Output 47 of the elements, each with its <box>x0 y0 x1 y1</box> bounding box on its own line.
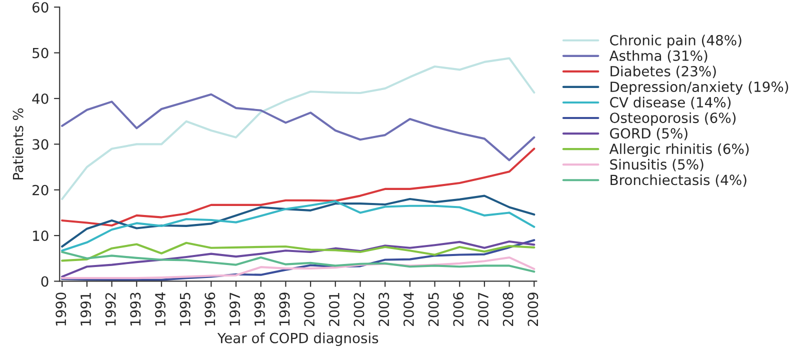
x-tick-label: 1995 <box>180 292 190 326</box>
x-axis-title: Year of COPD diagnosis <box>217 332 378 346</box>
x-tick-label: 2005 <box>428 292 439 326</box>
legend-label: Bronchiectasis (4%) <box>610 174 746 187</box>
x-tick-label: 1994 <box>155 292 166 326</box>
y-tick-label: 0 <box>41 276 48 287</box>
legend-label: Allergic rhinitis (6%) <box>609 143 749 157</box>
line-series <box>61 93 536 162</box>
line-series <box>61 57 536 200</box>
x-tick-label: 2002 <box>354 293 364 326</box>
x-tick-label: 1992 <box>105 293 116 326</box>
line-series <box>61 194 536 248</box>
x-tick-label: 1997 <box>230 292 240 326</box>
legend-label: Depression/anxiety (19%) <box>610 81 788 95</box>
legend-label: GORD (5%) <box>610 128 688 140</box>
legend-label: Diabetes (23%) <box>610 66 716 78</box>
legend-label: Sinusitis (5%) <box>610 158 704 172</box>
x-tick-label: 1990 <box>56 292 66 326</box>
x-tick-label: 1999 <box>279 292 290 326</box>
legend-label: CV disease (14%) <box>610 96 731 110</box>
x-tick-label: 1996 <box>204 292 216 326</box>
y-tick-label: 50 <box>32 48 48 58</box>
y-tick-label: 60 <box>32 2 48 13</box>
x-tick-label: 2007 <box>478 292 488 326</box>
x-tick-label: 2001 <box>328 292 340 326</box>
line-series <box>61 242 536 262</box>
y-tick-label: 30 <box>32 139 48 150</box>
legend-label: Osteoporosis (6%) <box>610 112 736 126</box>
y-tick-label: 10 <box>33 230 48 242</box>
legend-label: Chronic pain (48%) <box>610 34 742 48</box>
x-tick-label: 1998 <box>254 292 265 326</box>
x-tick-label: 2004 <box>403 292 414 326</box>
x-tick-label: 2006 <box>453 292 464 326</box>
line-series <box>61 250 536 273</box>
x-tick-label: 2003 <box>378 292 390 326</box>
line-series <box>61 256 536 280</box>
line-series <box>61 148 536 227</box>
y-axis-title: Patients % <box>12 108 24 180</box>
line-series <box>61 200 536 252</box>
x-tick-label: 2009 <box>528 292 538 326</box>
legend-label: Asthma (31%) <box>609 50 708 63</box>
x-tick-label: 1991 <box>80 292 91 326</box>
y-tick-label: 40 <box>32 93 48 104</box>
x-tick-label: 2000 <box>304 292 315 326</box>
x-tick-label: 1993 <box>130 292 141 326</box>
y-tick-label: 20 <box>32 184 48 196</box>
x-tick-label: 2008 <box>502 292 514 326</box>
